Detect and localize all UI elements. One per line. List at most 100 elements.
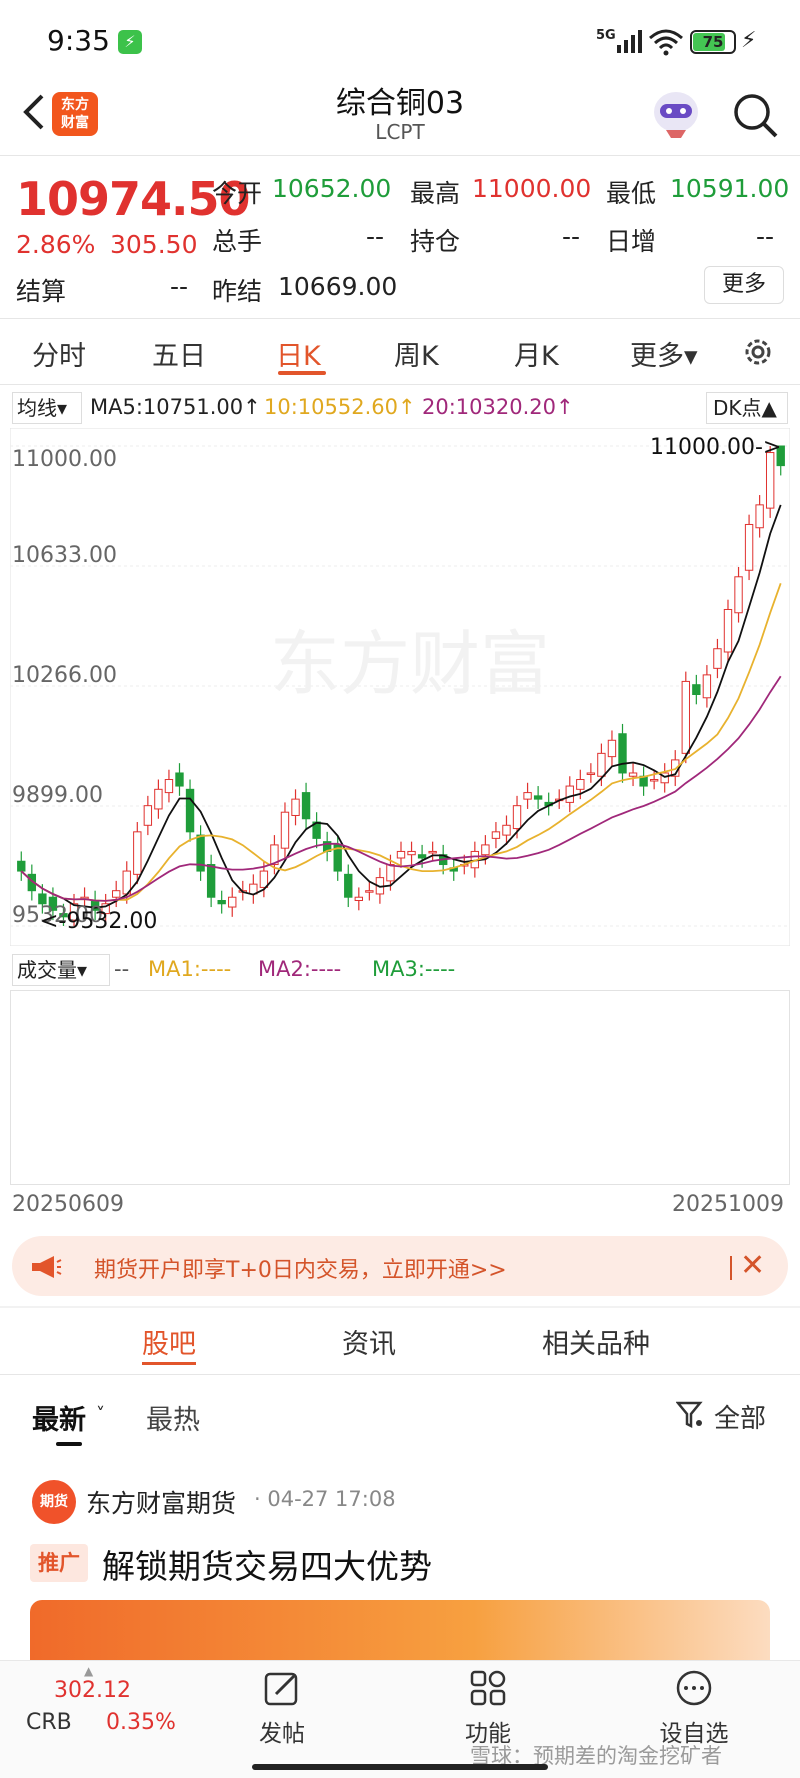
tab-five-day[interactable]: 五日 bbox=[152, 341, 206, 372]
back-arrow-icon[interactable] bbox=[14, 88, 54, 136]
kline-chart[interactable]: 东方财富 11000.00 10633.00 10266.00 9899.00 9532… bbox=[10, 428, 790, 946]
dk-point-button[interactable]: DK点▲ bbox=[706, 392, 788, 424]
candle bbox=[333, 844, 342, 872]
candle bbox=[692, 684, 701, 696]
section-tab-indicator bbox=[142, 1362, 196, 1365]
open-label: 今开 bbox=[212, 179, 263, 208]
candle bbox=[597, 752, 606, 777]
vol-ma1: MA1:---- bbox=[148, 957, 232, 981]
candle bbox=[481, 844, 490, 856]
tab-weekly-k[interactable]: 周K bbox=[394, 341, 439, 372]
crb-percent[interactable]: 0.35% bbox=[106, 1710, 176, 1735]
tab-forum[interactable]: 股吧 bbox=[142, 1329, 196, 1360]
high-value: 11000.00 bbox=[472, 174, 592, 203]
contract-code: LCPT bbox=[375, 120, 425, 144]
low-label: 最低 bbox=[606, 179, 657, 208]
candle bbox=[776, 445, 785, 467]
divider bbox=[0, 155, 800, 156]
candle bbox=[512, 805, 522, 830]
crb-name[interactable]: CRB bbox=[26, 1710, 72, 1735]
promo-banner[interactable] bbox=[12, 1236, 788, 1296]
app-logo: 东方 财富 bbox=[52, 92, 98, 136]
y-tick-label: 9899.00 bbox=[12, 783, 103, 808]
page-title: 综合铜03 bbox=[335, 86, 465, 121]
compose-icon[interactable] bbox=[262, 1668, 302, 1708]
tab-monthly-k[interactable]: 月K bbox=[514, 341, 559, 372]
post-author[interactable]: 东方财富期货 bbox=[86, 1489, 237, 1518]
candle bbox=[38, 893, 47, 905]
change-amount: 305.50 bbox=[110, 230, 198, 259]
candle bbox=[734, 576, 743, 614]
candle bbox=[744, 523, 754, 571]
more-button[interactable]: 更多 bbox=[704, 266, 784, 304]
filter-label[interactable]: 全部 bbox=[714, 1404, 767, 1434]
high-label: 最高 bbox=[410, 179, 461, 208]
candle bbox=[755, 504, 764, 529]
candle bbox=[228, 896, 237, 908]
ai-assistant-robot-icon[interactable] bbox=[648, 86, 704, 142]
nav-post[interactable]: 发帖 bbox=[259, 1721, 305, 1747]
charging-bolt-icon: ⚡ bbox=[741, 28, 757, 53]
candle bbox=[428, 850, 437, 854]
candle bbox=[185, 788, 195, 833]
tab-more[interactable]: 更多▾ bbox=[630, 341, 698, 372]
volume-selector[interactable]: 成交量▾ bbox=[12, 954, 110, 986]
candle bbox=[523, 792, 532, 800]
active-tab-indicator bbox=[278, 371, 326, 375]
chart-watermark: 东方财富 bbox=[270, 623, 550, 705]
candle bbox=[133, 831, 142, 875]
daily-increase-label: 日增 bbox=[606, 227, 657, 256]
status-bar: 9:35 ⚡ 5G 75 ⚡ bbox=[0, 0, 800, 80]
promo-text[interactable]: 期货开户即享T+0日内交易，立即开通>> bbox=[94, 1258, 507, 1283]
nav-add-watchlist[interactable]: 设自选 bbox=[659, 1721, 729, 1747]
candle bbox=[502, 824, 511, 836]
y-tick-label: 9532.00 bbox=[12, 903, 103, 928]
position-value: -- bbox=[562, 222, 581, 251]
post-time: · 04-27 17:08 bbox=[254, 1487, 396, 1511]
ma-selector[interactable]: 均线▾ bbox=[12, 392, 82, 424]
function-grid-icon[interactable] bbox=[468, 1668, 508, 1708]
search-icon[interactable] bbox=[728, 88, 782, 142]
candle bbox=[417, 854, 427, 859]
nav-functions[interactable]: 功能 bbox=[465, 1721, 511, 1747]
candle bbox=[607, 739, 617, 758]
ma20-line bbox=[20, 675, 782, 902]
candle bbox=[175, 772, 184, 787]
add-watchlist-icon[interactable] bbox=[674, 1668, 714, 1708]
filter-icon[interactable] bbox=[676, 1400, 704, 1430]
avatar[interactable]: 期货 bbox=[32, 1480, 76, 1524]
candle bbox=[301, 792, 311, 820]
candle bbox=[565, 785, 574, 803]
candle bbox=[586, 772, 596, 775]
tab-related[interactable]: 相关品种 bbox=[542, 1329, 650, 1360]
tab-news[interactable]: 资讯 bbox=[342, 1329, 396, 1360]
candle bbox=[154, 788, 163, 810]
post-image[interactable] bbox=[30, 1600, 770, 1660]
x-end-date: 20251009 bbox=[672, 1192, 784, 1217]
network-type: 5G bbox=[596, 28, 616, 43]
chevron-down-icon[interactable]: ˅ bbox=[96, 1404, 105, 1425]
sort-latest[interactable]: 最新 bbox=[32, 1405, 86, 1436]
tab-daily-k[interactable]: 日K bbox=[276, 341, 321, 372]
vol-ma3: MA3:---- bbox=[372, 957, 456, 981]
gear-icon[interactable] bbox=[740, 334, 776, 370]
max-annotation: 11000.00-> bbox=[650, 435, 781, 460]
crb-value[interactable]: 302.12 bbox=[54, 1678, 131, 1703]
last-price: 10974.50 bbox=[16, 172, 251, 226]
candle bbox=[164, 779, 174, 794]
ma5-line bbox=[20, 504, 782, 909]
candle bbox=[206, 864, 216, 898]
candle bbox=[270, 844, 279, 866]
y-tick-label: 10266.00 bbox=[12, 663, 117, 688]
charging-app-icon: ⚡ bbox=[118, 30, 142, 54]
settle-value: -- bbox=[170, 272, 189, 301]
vol-ma2: MA2:---- bbox=[258, 957, 342, 981]
candle bbox=[618, 733, 627, 774]
sort-indicator bbox=[56, 1442, 82, 1446]
sort-hottest[interactable]: 最热 bbox=[146, 1405, 200, 1436]
tab-intraday[interactable]: 分时 bbox=[32, 341, 86, 372]
candle bbox=[649, 779, 659, 782]
candle bbox=[196, 834, 205, 872]
close-icon[interactable]: ✕ bbox=[740, 1248, 766, 1283]
post-title[interactable]: 解锁期货交易四大优势 bbox=[102, 1547, 432, 1586]
